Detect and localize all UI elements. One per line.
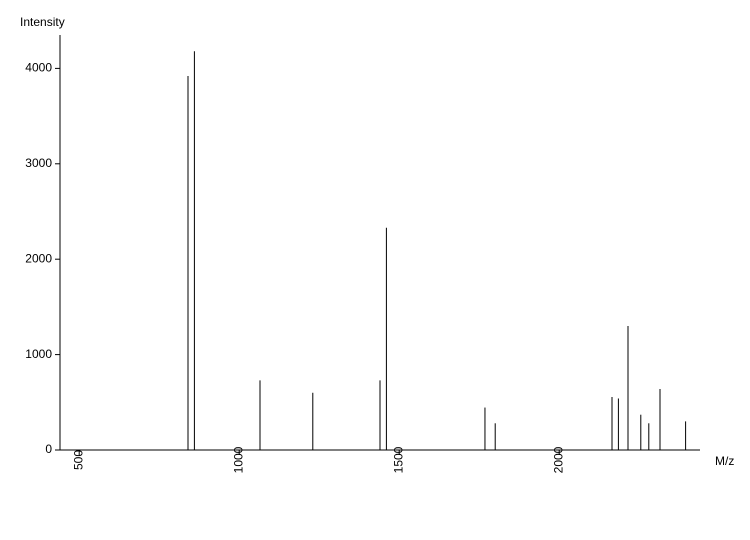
y-axis-label: Intensity [20, 15, 65, 29]
y-axis: 0 1000 2000 3000 4000 [25, 61, 60, 457]
x-tick-label: 500 [71, 450, 85, 470]
y-tick-label: 1000 [25, 347, 52, 361]
y-tick-label: 0 [45, 442, 52, 456]
y-tick-label: 4000 [25, 61, 52, 75]
x-axis-label: M/z [715, 454, 734, 468]
peaks [188, 51, 686, 450]
mass-spectrum-chart: Intensity M/z 01000200030004000 50010001… [0, 0, 750, 540]
y-tick-label: 3000 [25, 156, 52, 170]
y-tick-label: 2000 [25, 251, 52, 265]
